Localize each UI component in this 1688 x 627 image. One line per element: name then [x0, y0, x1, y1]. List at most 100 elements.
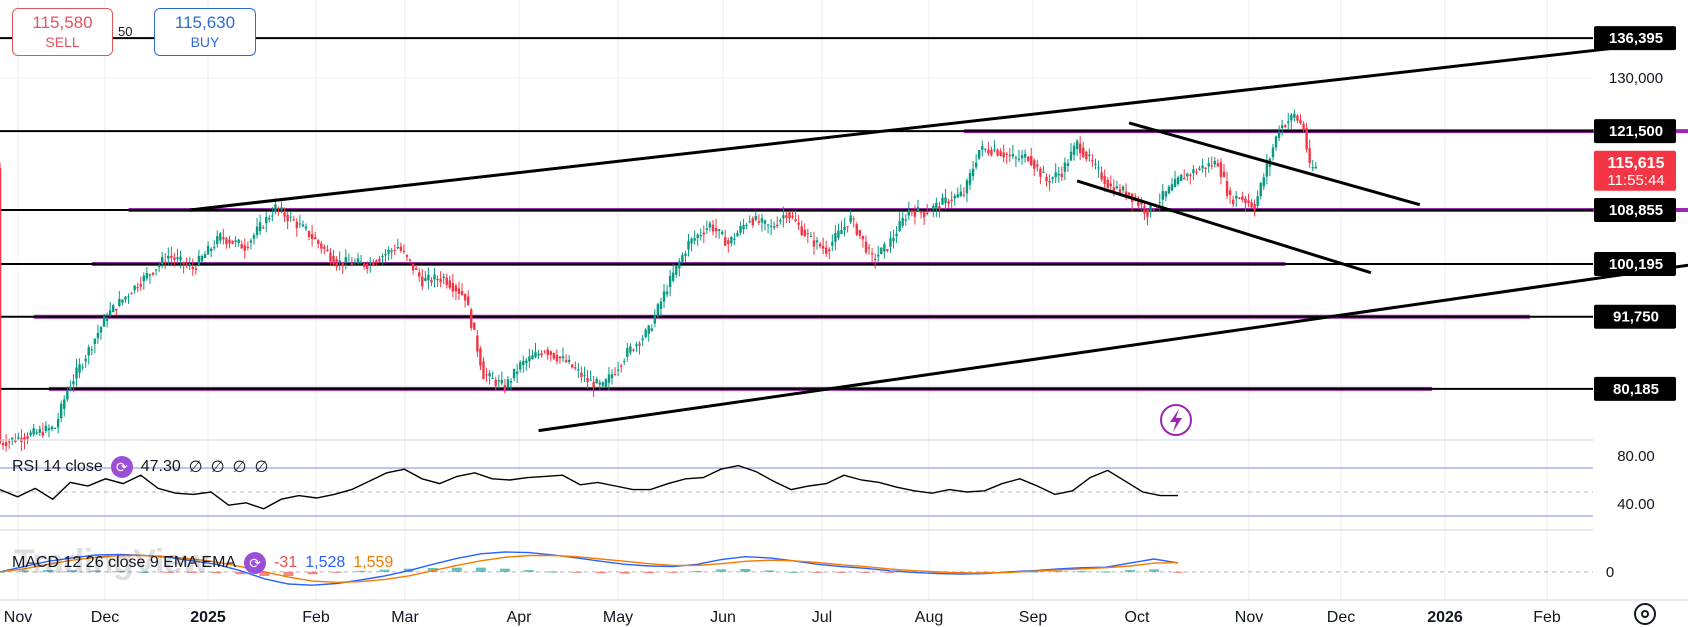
- candle-body: [1219, 162, 1223, 177]
- support-resistance-lines: [0, 37, 1593, 390]
- candle-body: [463, 293, 467, 301]
- candle-body: [619, 365, 623, 367]
- candle-body: [1045, 176, 1048, 182]
- level-label-box: [1594, 26, 1676, 51]
- candle-body: [1106, 179, 1109, 188]
- candle-body: [136, 287, 139, 289]
- macd-histogram-bar: [547, 571, 558, 573]
- candle-body: [727, 240, 730, 244]
- time-axis: Nov Dec 2025 Feb Mar Apr May Jun Jul Aug Sep Oct Nov…: [0, 599, 1688, 626]
- indicator-icon[interactable]: ⟳: [244, 552, 267, 574]
- candle-body: [632, 349, 635, 351]
- candle-body: [672, 272, 675, 281]
- candle-body: [424, 278, 427, 281]
- candle-body: [185, 263, 188, 265]
- candle-body: [304, 226, 308, 229]
- trend-line: [538, 263, 1688, 433]
- candle-body: [494, 379, 497, 386]
- candle-body: [60, 403, 63, 419]
- macd-histogram-bar: [596, 571, 607, 574]
- candle-body: [534, 352, 537, 358]
- lightning-icon[interactable]: [1160, 404, 1192, 436]
- macd-histogram-bar: [1148, 569, 1159, 572]
- candle-body: [766, 224, 770, 226]
- macd-histogram-bar: [19, 570, 30, 572]
- candle-body: [843, 226, 846, 231]
- candle-body: [1085, 151, 1088, 160]
- level-label: 136,395: [1609, 30, 1663, 47]
- candle-body: [121, 299, 124, 303]
- candle-body: [460, 291, 464, 295]
- candle-body: [849, 215, 852, 223]
- candle-body: [164, 261, 167, 263]
- level-label: 108,855: [1609, 202, 1663, 219]
- macd-histogram-bar: [812, 571, 823, 573]
- candle-body: [852, 218, 855, 220]
- candle-body: [1008, 155, 1011, 157]
- candle-body: [800, 226, 803, 236]
- time-tick: Aug: [915, 609, 943, 626]
- candle-body: [595, 379, 598, 384]
- candle-body: [78, 364, 81, 373]
- grid: [0, 0, 1593, 600]
- macd-histogram-bar: [668, 571, 679, 573]
- candle-body: [867, 247, 871, 249]
- candle-body: [87, 347, 90, 356]
- candle-body: [1078, 143, 1082, 154]
- price-axis: 136,395 121,500 108,855 100,195 91,750 80,185…: [1594, 26, 1676, 581]
- candle-body: [32, 428, 35, 435]
- candle-body: [154, 269, 158, 271]
- candle-body: [1250, 202, 1253, 208]
- candle-body: [714, 227, 718, 232]
- candle-body: [555, 354, 559, 362]
- candle-body: [289, 216, 292, 218]
- candle-body: [1060, 173, 1064, 178]
- candle-body: [644, 329, 647, 338]
- candle-body: [678, 261, 681, 269]
- settings-icon[interactable]: [1634, 603, 1656, 625]
- candle-body: [133, 285, 136, 291]
- candle-body: [151, 272, 155, 275]
- time-tick: Feb: [1533, 609, 1561, 626]
- candle-body: [1235, 195, 1238, 199]
- indicator-icon[interactable]: ⟳: [110, 456, 133, 478]
- candle-body: [509, 381, 513, 383]
- candle-body: [638, 343, 641, 346]
- candle-body: [405, 255, 409, 257]
- candle-body: [1170, 184, 1174, 191]
- candle-body: [1186, 173, 1189, 177]
- candle-body: [17, 437, 20, 439]
- candle-body: [488, 372, 491, 377]
- candle-body: [684, 253, 687, 256]
- candle-body: [454, 285, 458, 292]
- macd-legend[interactable]: MACD 12 26 close 9 EMA EMA ⟳ -31 1,528 1…: [12, 552, 393, 574]
- trend-line: [1128, 121, 1421, 207]
- macd-histogram-bar: [1076, 571, 1087, 573]
- candle-body: [662, 291, 666, 302]
- sell-button[interactable]: 115,580 SELL: [12, 8, 113, 56]
- candle-body: [519, 362, 522, 370]
- candle-body: [219, 233, 222, 241]
- candle-body: [647, 325, 650, 334]
- candle-body: [984, 148, 987, 150]
- candle-body: [1311, 167, 1314, 169]
- candle-body: [436, 279, 439, 281]
- level-label: 121,500: [1609, 123, 1663, 140]
- candle-body: [29, 432, 32, 436]
- candle-body: [1042, 171, 1045, 173]
- candle-body: [173, 257, 176, 260]
- candle-body: [1244, 198, 1247, 203]
- candle-body: [929, 211, 932, 213]
- candle-body: [1265, 163, 1269, 177]
- candle-body: [873, 259, 877, 261]
- candle-body: [635, 344, 638, 347]
- macd-histogram-bar: [211, 571, 222, 574]
- candle-body: [209, 248, 213, 252]
- candle-body: [892, 237, 895, 242]
- candle-body: [148, 274, 152, 276]
- buy-button[interactable]: 115,630 BUY: [154, 8, 256, 56]
- candle-body: [623, 361, 626, 363]
- rsi-legend[interactable]: RSI 14 close ⟳ 47.30 ∅ ∅ ∅ ∅: [12, 456, 269, 478]
- candle-body: [870, 253, 874, 255]
